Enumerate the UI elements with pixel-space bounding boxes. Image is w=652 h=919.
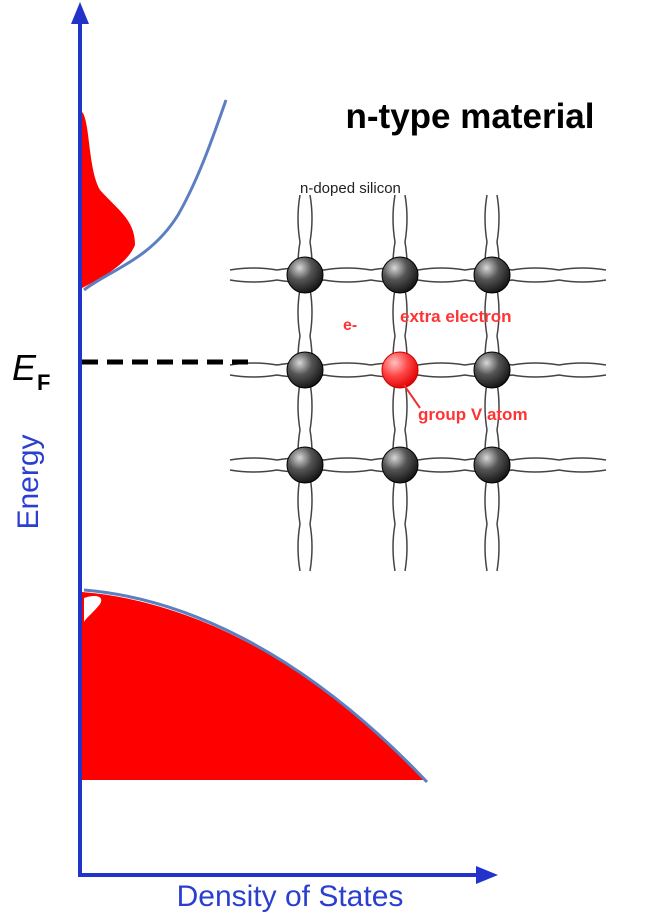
silicon-atom <box>287 257 323 293</box>
lattice-label: n-doped silicon <box>300 180 401 197</box>
bond <box>230 280 606 282</box>
y-axis-arrow <box>71 2 89 24</box>
silicon-atom <box>474 257 510 293</box>
silicon-atom <box>287 447 323 483</box>
silicon-atom <box>474 447 510 483</box>
title: n-type material <box>346 97 595 136</box>
fermi-symbol: E <box>12 347 37 388</box>
dopant-label: group V atom <box>418 405 528 424</box>
silicon-atom <box>382 447 418 483</box>
lattice-bonds <box>230 195 606 571</box>
y-axis-label: Energy <box>12 434 45 529</box>
fermi-subscript: F <box>37 370 50 395</box>
conduction-band-electrons <box>82 112 135 288</box>
bond <box>230 363 606 365</box>
silicon-atom <box>287 352 323 388</box>
bond <box>230 458 606 460</box>
electron: e- <box>343 317 357 334</box>
page: {"title": "n-type material", "axes": {"y… <box>0 0 652 919</box>
electron-label: extra electron <box>400 307 512 326</box>
atoms <box>287 257 510 483</box>
diagram: E F Energy Density of States n-type mate… <box>0 0 652 919</box>
x-axis-label: Density of States <box>177 880 404 913</box>
bond <box>230 268 606 270</box>
valence-band-fill <box>82 592 425 780</box>
bond <box>230 470 606 472</box>
bond <box>230 375 606 377</box>
x-axis-arrow <box>476 866 498 884</box>
dopant-atom <box>382 352 418 388</box>
silicon-atom <box>382 257 418 293</box>
silicon-atom <box>474 352 510 388</box>
